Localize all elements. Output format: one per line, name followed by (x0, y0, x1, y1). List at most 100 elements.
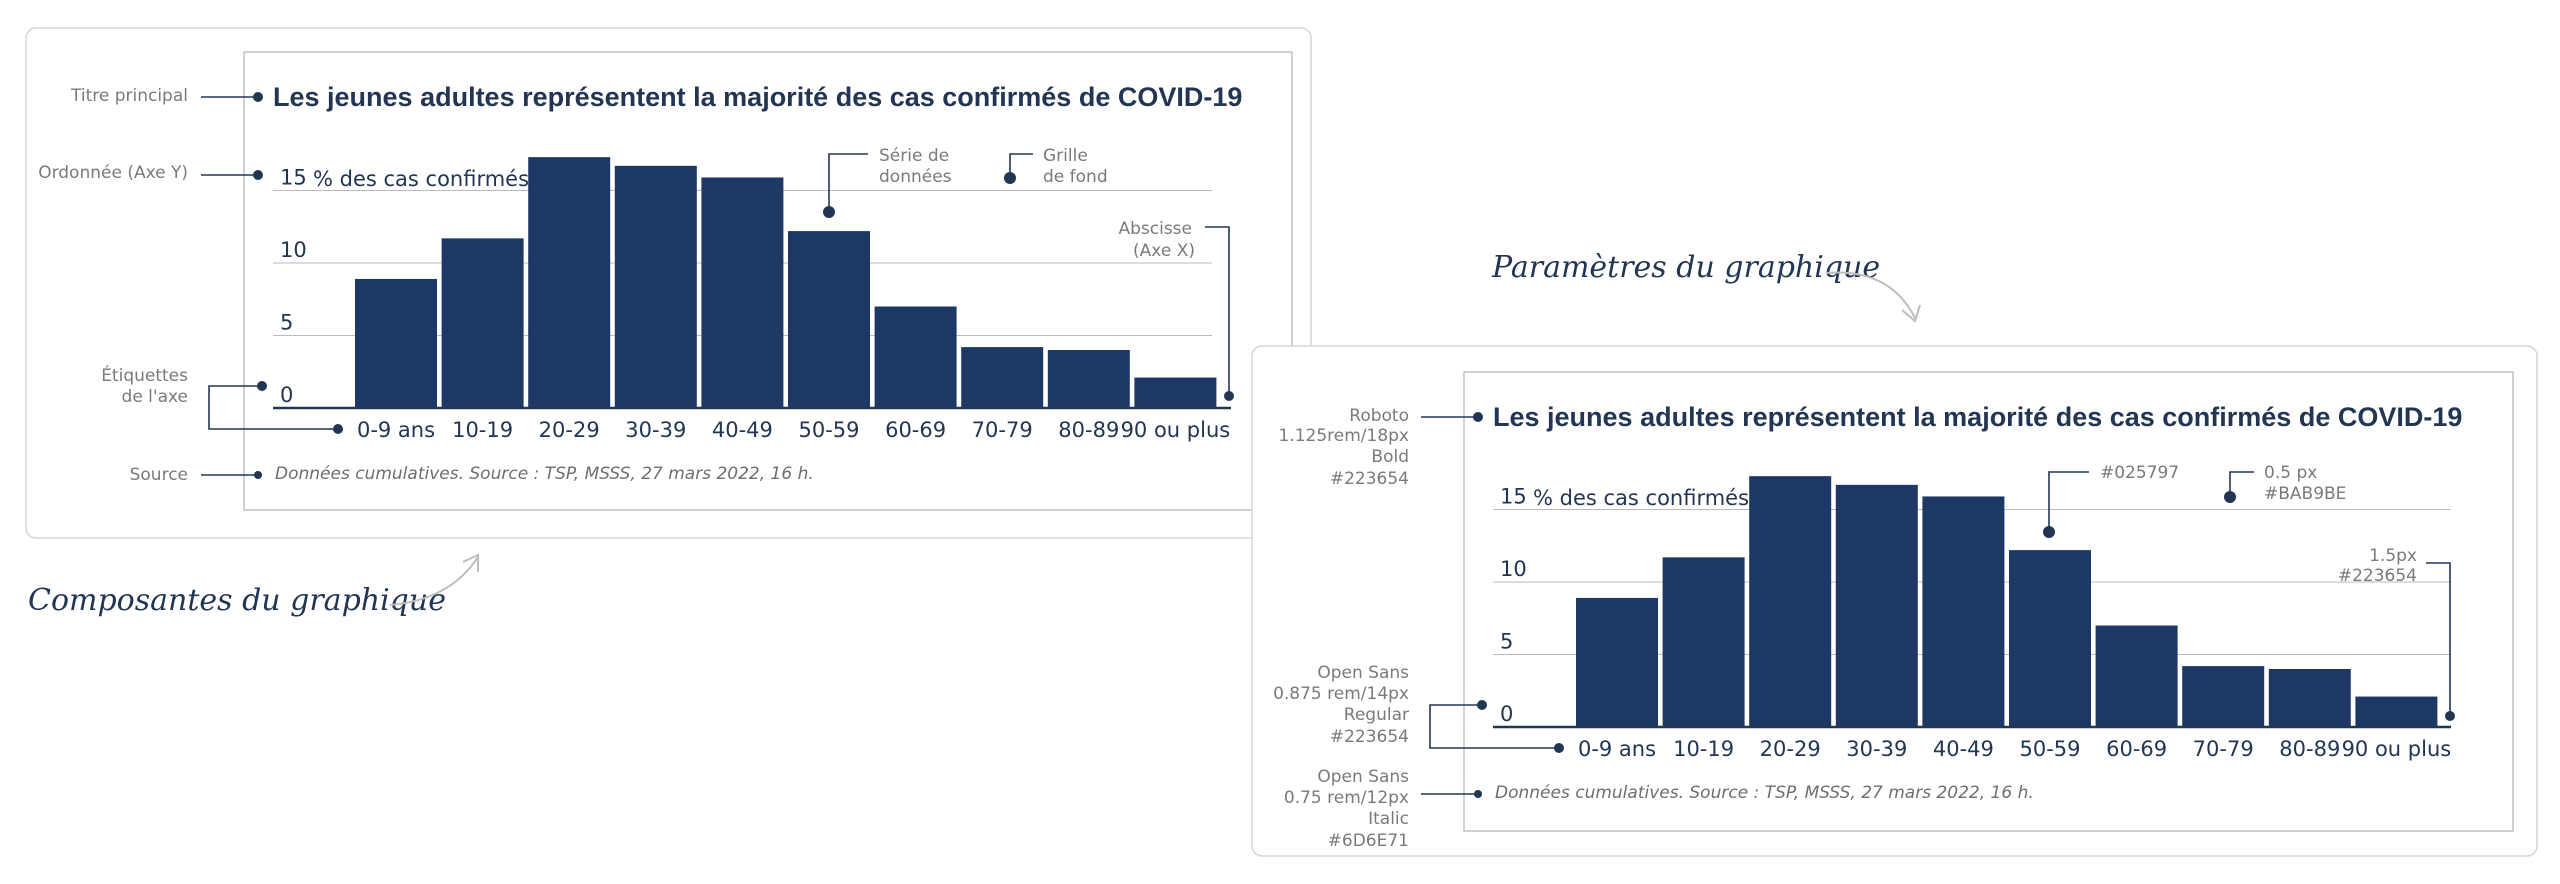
left-y-tick-label: 0 (280, 383, 293, 407)
anno-source-dot (254, 471, 262, 479)
param-series-color: #025797 (2100, 463, 2179, 483)
caption-parametres-arrowhead (1901, 304, 1921, 323)
param-title-dot (1473, 412, 1483, 422)
anno-etiquettes-line2: de l'axe (122, 387, 188, 407)
left-x-tick-labels: 0-9 ans 10-19 20-29 30-39 40-49 50-59 60-69 70-… (357, 418, 1230, 442)
param-source-font-name: Open Sans (1317, 767, 1409, 787)
param-source-dot (1474, 790, 1482, 798)
left-bars (355, 157, 1217, 408)
anno-xaxis-dot (1224, 391, 1234, 401)
right-x-tick-label: 80-89 (2279, 737, 2340, 761)
left-x-tick-label: 90 ou plus (1121, 418, 1231, 442)
param-axis-dot (2445, 711, 2455, 721)
caption-parametres: Paramètres du graphique (1491, 250, 1880, 285)
anno-title-principal: Titre principal (70, 86, 188, 106)
param-labels-font-weight: Regular (1344, 705, 1409, 725)
param-source-font-size: 0.75 rem/12px (1284, 788, 1409, 808)
left-bar-30-39 (614, 165, 697, 408)
param-series-leader (2048, 471, 2089, 532)
param-labels-font-name: Open Sans (1317, 663, 1409, 683)
right-bar-10-19 (1662, 557, 1745, 727)
right-x-tick-label: 40-49 (1933, 737, 1994, 761)
right-bars (1576, 476, 2438, 727)
right-bar-90 ou plus (2355, 696, 2438, 727)
left-bar-80-89 (1047, 350, 1130, 408)
param-labels-dot-x (1554, 743, 1564, 753)
anno-labels-dot-y (257, 381, 267, 391)
right-x-tick-labels: 0-9 ans 10-19 20-29 30-39 40-49 50-59 60-69 70-… (1578, 737, 2451, 761)
left-chart-title: Les jeunes adultes représentent la major… (273, 82, 1242, 112)
param-series-dot (2043, 526, 2055, 538)
right-y-tick-label: 10 (1500, 557, 1527, 581)
left-y-ticks: 0 5 10 15 (280, 166, 307, 408)
anno-grid-dot (1004, 172, 1016, 184)
left-bar-0-9 ans (355, 278, 437, 408)
left-annotations: Titre principal Ordonnée (Axe Y) Série d… (38, 86, 1234, 485)
param-source-font-color: #6D6E71 (1328, 831, 1409, 851)
anno-series-dot (823, 206, 835, 218)
anno-xaxis-leader (1205, 226, 1230, 396)
right-x-tick-label: 70-79 (2193, 737, 2254, 761)
left-bar-60-69 (874, 306, 957, 408)
param-axis-color: #223654 (2338, 566, 2417, 586)
left-y-tick-label: 15 (280, 166, 307, 190)
left-chart: Les jeunes adultes représentent la major… (273, 82, 1242, 484)
param-axis-leader (2426, 562, 2451, 716)
right-y-ticks: 0 5 10 15 (1500, 485, 1527, 727)
right-x-tick-label: 30-39 (1846, 737, 1907, 761)
left-x-tick-label: 70-79 (972, 418, 1033, 442)
param-source-font-style: Italic (1368, 809, 1409, 829)
param-labels-font-size: 0.875 rem/14px (1273, 684, 1409, 704)
param-grid-width: 0.5 px (2264, 463, 2317, 483)
left-x-tick-label: 40-49 (712, 418, 773, 442)
right-y-axis-label: % des cas confirmés (1533, 486, 1749, 510)
anno-labels-dot-x (333, 424, 343, 434)
anno-yaxis-dot (253, 170, 263, 180)
left-source-text: Données cumulatives. Source : TSP, MSSS,… (275, 464, 814, 484)
right-x-tick-label: 60-69 (2106, 737, 2167, 761)
caption-composantes-arrow (389, 556, 479, 606)
right-bar-50-59 (2009, 550, 2091, 727)
anno-title-dot (253, 92, 263, 102)
left-x-tick-label: 80-89 (1058, 418, 1119, 442)
left-panel: Les jeunes adultes représentent la major… (25, 27, 1312, 618)
param-grid-dot (2224, 491, 2236, 503)
left-bar-10-19 (441, 238, 524, 408)
right-x-tick-label: 20-29 (1760, 737, 1821, 761)
param-labels-dot-y (1477, 700, 1487, 710)
left-x-tick-label: 30-39 (625, 418, 686, 442)
right-bar-30-39 (1835, 484, 1918, 727)
right-y-tick-label: 5 (1500, 630, 1513, 654)
right-x-tick-label: 50-59 (2019, 737, 2080, 761)
anno-abscisse-line1: Abscisse (1118, 219, 1192, 239)
right-y-tick-label: 15 (1500, 485, 1527, 509)
param-labels-leader (1429, 704, 1559, 749)
left-y-axis-label: % des cas confirmés (313, 167, 529, 191)
anno-ordonnee: Ordonnée (Axe Y) (38, 163, 188, 183)
anno-grid-leader (1009, 153, 1033, 178)
left-x-tick-label: 60-69 (885, 418, 946, 442)
param-grid-leader (2229, 471, 2254, 497)
left-bar-50-59 (788, 231, 870, 408)
left-y-tick-label: 10 (280, 238, 307, 262)
left-x-tick-label: 50-59 (798, 418, 859, 442)
anno-series-line1: Série de (879, 146, 949, 166)
right-y-tick-label: 0 (1500, 702, 1513, 726)
anno-series-leader (828, 153, 868, 212)
caption-composantes-arrowhead (462, 553, 479, 572)
right-bar-60-69 (2095, 625, 2178, 727)
right-chart: Les jeunes adultes représentent la major… (1493, 402, 2462, 803)
right-x-tick-label: 0-9 ans (1578, 737, 1656, 761)
anno-labels-leader (208, 385, 338, 430)
caption-parametres-arrow (1825, 271, 1916, 319)
param-labels-font-color: #223654 (1330, 727, 1409, 747)
left-y-tick-label: 5 (280, 311, 293, 335)
left-bar-70-79 (961, 347, 1044, 408)
left-x-tick-label: 0-9 ans (357, 418, 435, 442)
param-title-font-color: #223654 (1330, 469, 1409, 489)
right-bar-70-79 (2182, 666, 2265, 727)
right-source-text: Données cumulatives. Source : TSP, MSSS,… (1495, 783, 2034, 803)
anno-grid-line1: Grille (1043, 146, 1088, 166)
left-bar-90 ou plus (1134, 377, 1217, 408)
